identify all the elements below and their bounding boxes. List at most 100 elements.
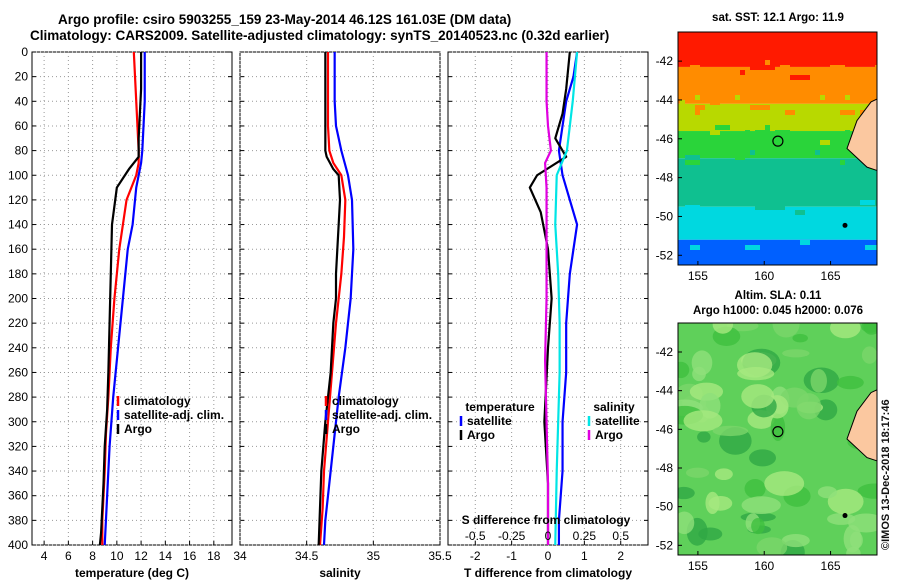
sst-pixel [755, 130, 770, 135]
sst-band [678, 158, 877, 207]
sst-pixel [765, 125, 770, 130]
y-tick-label: 200 [8, 292, 28, 306]
legend-label: Argo [332, 422, 360, 436]
sla-blob [792, 333, 808, 343]
x-tick-label: 34 [233, 549, 247, 563]
y-tick-label: 100 [8, 168, 28, 182]
sst-pixel [760, 65, 775, 70]
sla-blob [678, 486, 695, 500]
sla-blob [796, 393, 822, 420]
secondary-tick-label: 0 [545, 529, 552, 543]
sla-blob [678, 511, 695, 535]
sla-blob [810, 369, 827, 393]
map-y-tick-label: -42 [656, 345, 674, 359]
sla-blob [685, 467, 710, 478]
sst-pixel [765, 60, 770, 65]
sst-band [678, 32, 877, 67]
y-tick-label: 260 [8, 365, 28, 379]
sst-pixel [845, 95, 850, 100]
x-tick-label: 12 [134, 549, 148, 563]
sst-pixel [735, 155, 745, 160]
sst-map-title: sat. SST: 12.1 Argo: 11.9 [712, 12, 844, 24]
y-tick-label: 180 [8, 267, 28, 281]
map-x-tick-label: 160 [754, 559, 774, 573]
sla-blob [861, 346, 877, 364]
x-tick-label: 16 [183, 549, 197, 563]
sst-pixel [810, 110, 820, 115]
figure-title-line-2: Climatology: CARS2009. Satellite-adjuste… [30, 28, 610, 43]
sst-pixel [745, 200, 750, 205]
map-y-tick-label: -42 [656, 54, 674, 68]
sst-pixel [750, 65, 755, 70]
sst-pixel [690, 65, 700, 70]
sst-pixel [760, 60, 765, 65]
sst-pixel [690, 240, 695, 245]
sst-pixel [715, 75, 730, 80]
legend-title-salinity: salinity [593, 400, 635, 414]
sla-blob [698, 527, 723, 541]
y-tick-label: 220 [8, 316, 28, 330]
map-y-tick-label: -44 [656, 384, 674, 398]
secondary-tick-label: -0.25 [498, 529, 526, 543]
secondary-tick-label: 0.25 [573, 529, 597, 543]
sst-pixel [795, 210, 805, 215]
sst-pixel [795, 135, 810, 140]
sst-pixel [835, 240, 845, 245]
series-line-t-satellite [557, 51, 579, 545]
map-frame [677, 31, 878, 266]
legend-label: climatology [124, 394, 191, 408]
legend-label: satellite-adj. clim. [124, 408, 224, 422]
legend-label: Argo [124, 422, 152, 436]
sst-pixel [875, 65, 877, 70]
map-y-tick-label: -46 [656, 422, 674, 436]
sst-pixel [710, 125, 715, 130]
sst-pixel [790, 245, 800, 250]
series-line-satellite-adj-clim- [322, 52, 355, 546]
legend-label: satellite [595, 414, 640, 428]
land-island [842, 222, 848, 228]
sst-pixel [755, 205, 770, 210]
y-tick-label: 140 [8, 218, 28, 232]
x-axis-label: temperature (deg C) [75, 566, 189, 580]
sst-pixel [740, 70, 745, 75]
sst-pixel [695, 105, 705, 110]
sst-pixel [735, 95, 740, 100]
sst-pixel [690, 245, 700, 250]
sst-pixel [790, 75, 805, 80]
sst-pixel [685, 205, 700, 210]
map-x-tick-label: 160 [754, 269, 774, 283]
sst-pixel [765, 105, 770, 110]
sla-blob [836, 375, 864, 390]
sst-pixel [775, 130, 790, 135]
sst-pixel [840, 110, 855, 115]
y-tick-label: 240 [8, 341, 28, 355]
series-line-satellite-adj-clim- [103, 52, 146, 546]
sla-blob [749, 449, 777, 467]
sst-pixel [800, 240, 810, 245]
y-tick-label: 20 [15, 70, 29, 84]
sst-band [678, 206, 877, 240]
sst-pixel [710, 100, 720, 105]
sla-blob [705, 491, 720, 515]
sst-pixel [755, 105, 765, 110]
sst-pixel [820, 110, 835, 115]
sst-pixel [715, 125, 730, 130]
secondary-tick-label: -0.5 [465, 529, 486, 543]
sst-pixel [755, 75, 760, 80]
sst-pixel [710, 130, 720, 135]
y-tick-label: 60 [15, 119, 29, 133]
map-frame [677, 322, 878, 556]
sla-blob [712, 323, 734, 334]
sst-pixel [695, 210, 705, 215]
sst-map-panel: 155 160 165 -42 -44 -46 -48 -50 -52 [656, 31, 878, 283]
sst-pixel [730, 135, 745, 140]
map-y-tick-label: -50 [656, 500, 674, 514]
argo-position-marker [772, 135, 784, 147]
sst-pixel [845, 130, 850, 135]
sla-blob [692, 366, 706, 382]
sla-blob [741, 496, 781, 515]
salinity-panel: 34 34.5 35 35.5 salinity climatologysatellite… [233, 51, 452, 580]
y-tick-label: 80 [15, 144, 29, 158]
